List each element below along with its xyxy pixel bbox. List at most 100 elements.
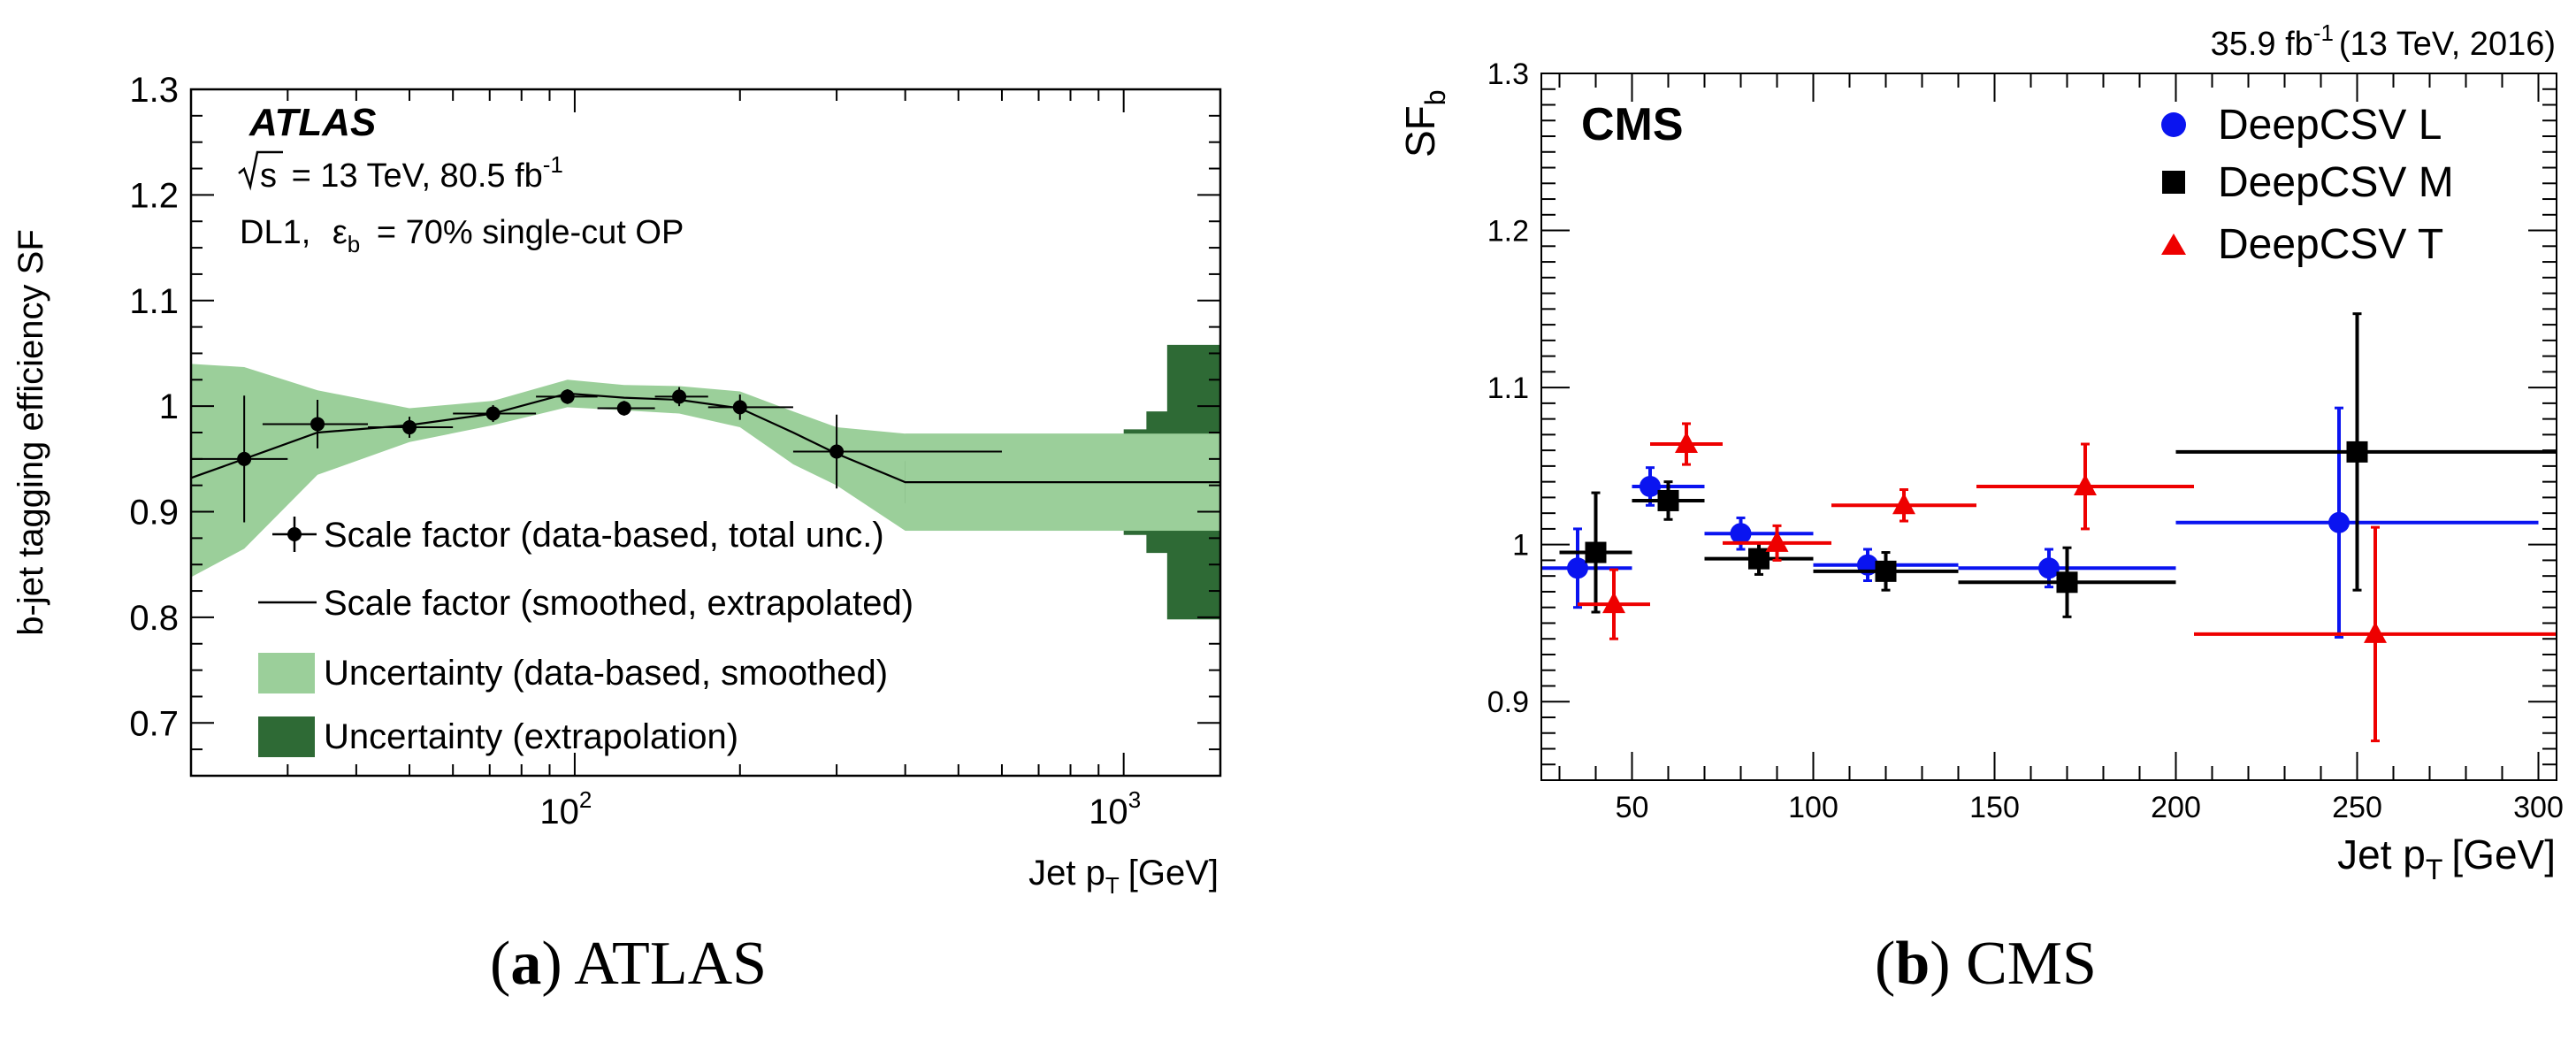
cms-legend: DeepCSV L DeepCSV M DeepCSV T [2161,102,2454,268]
atlas-data-point [453,404,537,423]
circle-marker [2038,557,2060,579]
atlas-data-point [792,414,1002,489]
legend-entry-deepcsv-l: DeepCSV L [2161,102,2442,149]
triangle-marker [1765,530,1789,552]
point-marker [672,389,687,404]
legend-entry-deepcsv-m: DeepCSV M [2162,159,2454,206]
point-marker [616,401,631,416]
svg-text:s = 13 TeV, 80.5 fb-1: s = 13 TeV, 80.5 fb-1 [260,151,563,195]
circle-marker [1730,523,1752,545]
cms-data-point [1704,516,1814,551]
point-marker [237,451,252,466]
svg-text:DeepCSV L: DeepCSV L [2218,102,2442,149]
cms-data-point [2175,312,2557,592]
atlas-ticks: 0.7 0.8 0.9 1 1.1 1.2 1.3 102 103 [129,71,1220,831]
y-tick-label: 1.3 [129,71,179,110]
atlas-y-axis-label: b-jet tagging efficiency SF [11,229,50,636]
cms-data-point [1831,488,1976,523]
legend-entry-uncertainty-data: Uncertainty (data-based, smoothed) [258,653,888,693]
sqrt-symbol-icon [238,150,283,191]
y-tick-label: 0.8 [129,599,179,638]
x-tick-label: 250 [2332,791,2382,824]
atlas-legend: Scale factor (data-based, total unc.) Sc… [258,516,913,757]
caption-atlas: (a) ATLAS [490,930,768,998]
svg-text:DeepCSV T: DeepCSV T [2218,221,2443,268]
y-tick-label: 1 [159,387,179,426]
atlas-op-label: DL1, εb = 70% single-cut OP [240,214,684,260]
atlas-data-point [368,417,454,438]
atlas-data-point [707,395,793,420]
circle-marker-icon [2161,112,2186,137]
cms-frame [1540,73,2557,781]
atlas-data-point [191,395,288,523]
square-marker [1585,541,1607,563]
square-marker [2056,571,2078,594]
legend-entry-uncertainty-extrapolation: Uncertainty (extrapolation) [258,716,738,757]
y-tick-label: 1.1 [1487,372,1529,405]
legend-entry-scale-factor-smoothed: Scale factor (smoothed, extrapolated) [258,584,913,623]
svg-text:Scale factor (smoothed, extrap: Scale factor (smoothed, extrapolated) [324,584,913,623]
point-marker [732,400,747,415]
triangle-marker [1602,592,1625,614]
cms-lumi-label: 35.9 fb-1 (13 TeV, 2016) [2211,19,2556,63]
atlas-x-axis-label: Jet pT [GeV] [1028,854,1219,899]
cms-series-deepcsv-t [1578,422,2557,743]
atlas-data-point [654,387,708,407]
cms-ticks: 0.9 1 1.1 1.2 1.3 50 100 150 200 250 300 [1487,57,2564,824]
svg-text:DeepCSV M: DeepCSV M [2218,159,2454,206]
svg-text:Uncertainty (extrapolation): Uncertainty (extrapolation) [324,717,738,756]
atlas-data-point [536,389,598,404]
triangle-marker [2074,473,2097,495]
dark-band-swatch-icon [258,716,315,757]
square-marker-icon [2162,171,2185,194]
square-marker [1875,560,1897,582]
triangle-marker [1675,432,1698,454]
point-marker [310,417,325,432]
cms-data-layer [1541,312,2557,743]
y-tick-label: 1 [1512,529,1529,563]
cms-data-point [1559,491,1632,614]
cms-panel: 0.9 1 1.1 1.2 1.3 50 100 150 200 250 300 35.9 fb-1… [1397,19,2564,885]
point-marker-icon [287,527,302,541]
triangle-marker [2364,621,2387,643]
x-tick-label: 50 [1616,791,1649,824]
y-tick-label: 0.9 [129,494,179,532]
square-marker [1657,489,1679,511]
y-tick-label: 1.3 [1487,57,1529,91]
point-marker [485,406,501,421]
cms-series-deepcsv-m [1559,312,2557,618]
cms-data-point [1723,524,1831,562]
legend-entry-scale-factor-data: Scale factor (data-based, total unc.) [272,516,884,555]
cms-data-point [1578,568,1650,640]
cms-data-point [1632,480,1705,521]
caption-cms: (b) CMS [1875,930,2097,998]
y-tick-label: 1.2 [1487,215,1529,249]
circle-marker [1567,557,1588,579]
cms-experiment-label: CMS [1581,99,1684,150]
cms-data-point [1650,422,1723,466]
x-tick-label: 102 [539,786,592,831]
x-tick-label: 103 [1089,786,1141,831]
y-tick-label: 0.7 [129,704,179,743]
circle-marker [2328,511,2350,533]
cms-data-point [2194,525,2557,743]
atlas-energy-label: s = 13 TeV, 80.5 fb-1 [238,150,563,195]
x-tick-label: 300 [2513,791,2564,824]
cms-x-axis-label: Jet pT [GeV] [2337,831,2556,885]
cms-data-point [1958,546,2176,618]
atlas-data-layer [190,387,1220,523]
legend-entry-deepcsv-t: DeepCSV T [2161,221,2443,268]
triangle-marker [1892,493,1915,515]
atlas-panel: 0.7 0.8 0.9 1 1.1 1.2 1.3 102 103 b-jet tagging … [11,71,1222,899]
svg-text:Scale factor (data-based, tota: Scale factor (data-based, total unc.) [324,516,884,555]
light-band-swatch-icon [258,653,315,693]
point-marker [829,444,845,459]
square-marker [2346,441,2368,463]
cms-data-point [1813,551,1959,592]
circle-marker [1640,475,1661,497]
atlas-experiment-label: ATLAS [248,101,376,144]
atlas-data-point [262,399,369,448]
cms-data-point [1976,442,2194,531]
y-tick-label: 0.9 [1487,686,1529,719]
